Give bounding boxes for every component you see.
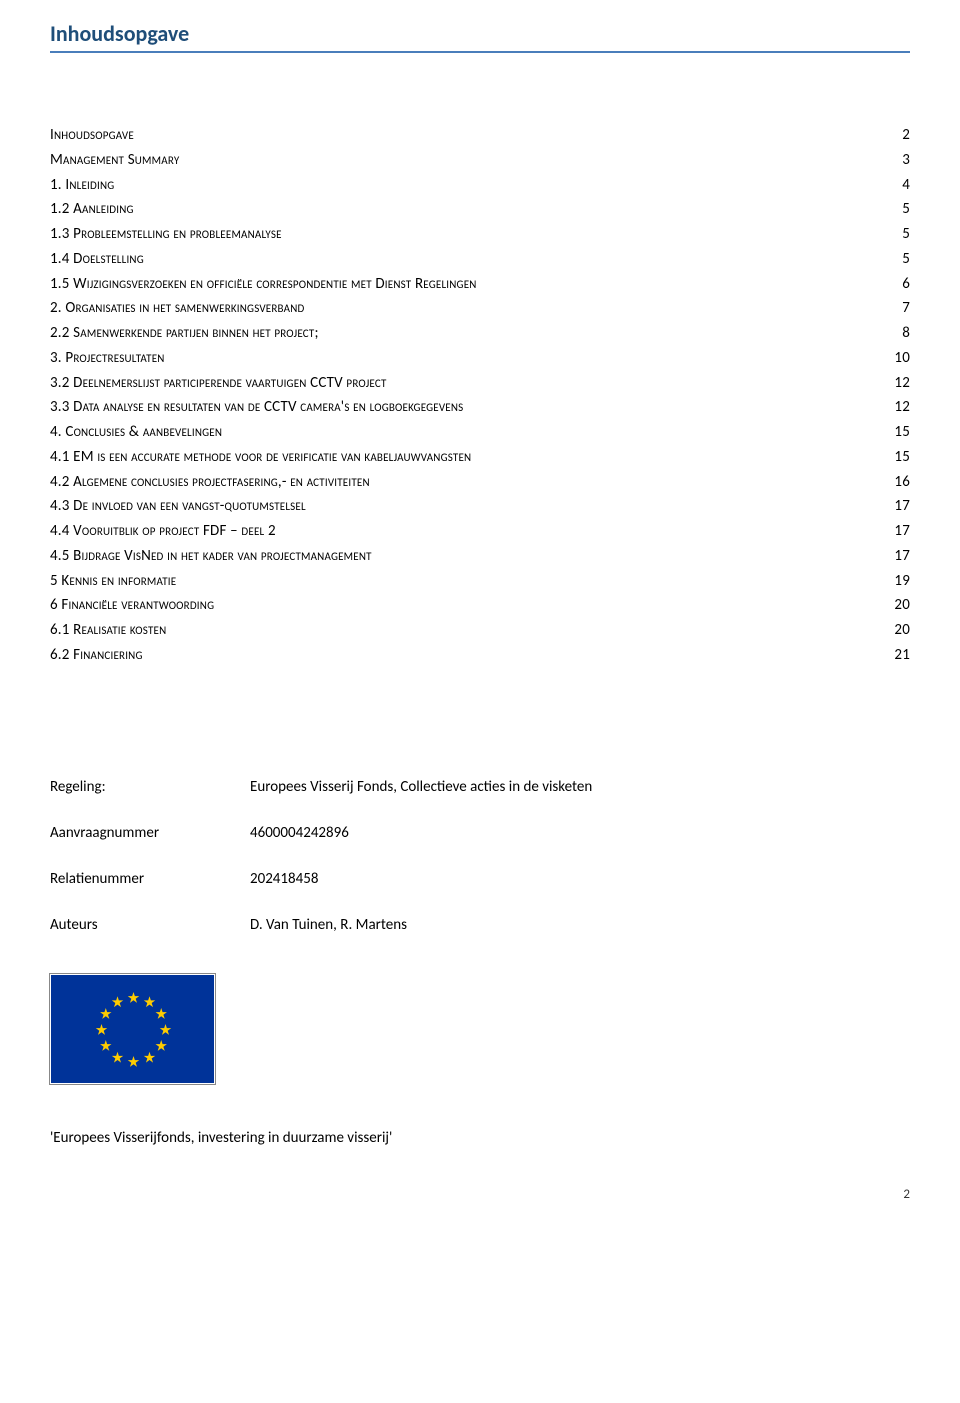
toc-label: 4.1 EM is een accurate methode voor de v… xyxy=(50,445,880,470)
toc-row: 5 Kennis en informatie19 xyxy=(50,569,910,594)
toc-page-number: 15 xyxy=(880,445,910,470)
toc-label: 1.3 Probleemstelling en probleemanalyse xyxy=(50,222,880,247)
toc-page-number: 12 xyxy=(880,371,910,396)
toc-page-number: 4 xyxy=(880,173,910,198)
toc-label: 1.4 Doelstelling xyxy=(50,247,880,272)
toc-page-number: 5 xyxy=(880,197,910,222)
meta-row-auteurs: Auteurs D. Van Tuinen, R. Martens xyxy=(50,916,910,934)
table-of-contents: Inhoudsopgave2Management Summary31. Inle… xyxy=(50,123,910,668)
toc-row: 4. Conclusies & aanbevelingen15 xyxy=(50,420,910,445)
toc-label: 3.3 Data analyse en resultaten van de CC… xyxy=(50,395,880,420)
toc-label: 3. Projectresultaten xyxy=(50,346,880,371)
toc-label: 1. Inleiding xyxy=(50,173,880,198)
toc-row: Management Summary3 xyxy=(50,148,910,173)
toc-row: 3. Projectresultaten10 xyxy=(50,346,910,371)
toc-label: 4. Conclusies & aanbevelingen xyxy=(50,420,880,445)
toc-row: 6.2 Financiering21 xyxy=(50,643,910,668)
eu-flag-icon xyxy=(50,974,215,1084)
meta-key: Aanvraagnummer xyxy=(50,824,250,842)
toc-label: 2. Organisaties in het samenwerkingsverb… xyxy=(50,296,880,321)
toc-page-number: 12 xyxy=(880,395,910,420)
meta-key: Auteurs xyxy=(50,916,250,934)
toc-row: 2. Organisaties in het samenwerkingsverb… xyxy=(50,296,910,321)
toc-page-number: 21 xyxy=(880,643,910,668)
toc-label: 3.2 Deelnemerslijst participerende vaart… xyxy=(50,371,880,396)
toc-page-number: 17 xyxy=(880,494,910,519)
toc-label: 4.4 Vooruitblik op project FDF – deel 2 xyxy=(50,519,880,544)
toc-label: 4.5 Bijdrage VisNed in het kader van pro… xyxy=(50,544,880,569)
toc-page-number: 19 xyxy=(880,569,910,594)
toc-row: 4.4 Vooruitblik op project FDF – deel 21… xyxy=(50,519,910,544)
toc-label: Management Summary xyxy=(50,148,880,173)
toc-page-number: 17 xyxy=(880,544,910,569)
toc-page-number: 3 xyxy=(880,148,910,173)
toc-row: 1.5 Wijzigingsverzoeken en officiële cor… xyxy=(50,272,910,297)
meta-row-regeling: Regeling: Europees Visserij Fonds, Colle… xyxy=(50,778,910,796)
toc-label: 4.2 Algemene conclusies projectfasering,… xyxy=(50,470,880,495)
page-number: 2 xyxy=(50,1187,910,1202)
page-title: Inhoudsopgave xyxy=(50,20,910,53)
toc-label: 2.2 Samenwerkende partijen binnen het pr… xyxy=(50,321,880,346)
toc-row: 4.2 Algemene conclusies projectfasering,… xyxy=(50,470,910,495)
toc-row: 4.1 EM is een accurate methode voor de v… xyxy=(50,445,910,470)
toc-page-number: 15 xyxy=(880,420,910,445)
toc-row: 1.4 Doelstelling5 xyxy=(50,247,910,272)
toc-row: 3.3 Data analyse en resultaten van de CC… xyxy=(50,395,910,420)
toc-page-number: 8 xyxy=(880,321,910,346)
toc-page-number: 5 xyxy=(880,247,910,272)
toc-row: 4.3 De invloed van een vangst-quotumstel… xyxy=(50,494,910,519)
toc-label: 1.5 Wijzigingsverzoeken en officiële cor… xyxy=(50,272,880,297)
toc-row: 6.1 Realisatie kosten20 xyxy=(50,618,910,643)
toc-row: 6 Financiële verantwoording20 xyxy=(50,593,910,618)
meta-row-aanvraag: Aanvraagnummer 4600004242896 xyxy=(50,824,910,842)
toc-page-number: 2 xyxy=(880,123,910,148)
metadata-section: Regeling: Europees Visserij Fonds, Colle… xyxy=(50,778,910,934)
toc-label: 6.1 Realisatie kosten xyxy=(50,618,880,643)
toc-page-number: 20 xyxy=(880,618,910,643)
toc-page-number: 17 xyxy=(880,519,910,544)
toc-label: 5 Kennis en informatie xyxy=(50,569,880,594)
meta-row-relatie: Relatienummer 202418458 xyxy=(50,870,910,888)
toc-label: Inhoudsopgave xyxy=(50,123,880,148)
toc-row: Inhoudsopgave2 xyxy=(50,123,910,148)
toc-label: 1.2 Aanleiding xyxy=(50,197,880,222)
meta-value: 202418458 xyxy=(250,870,910,888)
toc-row: 4.5 Bijdrage VisNed in het kader van pro… xyxy=(50,544,910,569)
toc-row: 1.2 Aanleiding5 xyxy=(50,197,910,222)
toc-label: 4.3 De invloed van een vangst-quotumstel… xyxy=(50,494,880,519)
toc-page-number: 5 xyxy=(880,222,910,247)
eu-flag-container xyxy=(50,974,910,1089)
toc-page-number: 20 xyxy=(880,593,910,618)
meta-key: Regeling: xyxy=(50,778,250,796)
toc-page-number: 6 xyxy=(880,272,910,297)
meta-value: Europees Visserij Fonds, Collectieve act… xyxy=(250,778,910,796)
toc-label: 6 Financiële verantwoording xyxy=(50,593,880,618)
footer-quote: 'Europees Visserijfonds, investering in … xyxy=(50,1129,910,1147)
toc-page-number: 16 xyxy=(880,470,910,495)
toc-page-number: 7 xyxy=(880,296,910,321)
meta-value: D. Van Tuinen, R. Martens xyxy=(250,916,910,934)
toc-row: 2.2 Samenwerkende partijen binnen het pr… xyxy=(50,321,910,346)
toc-label: 6.2 Financiering xyxy=(50,643,880,668)
meta-key: Relatienummer xyxy=(50,870,250,888)
toc-page-number: 10 xyxy=(880,346,910,371)
toc-row: 1. Inleiding4 xyxy=(50,173,910,198)
meta-value: 4600004242896 xyxy=(250,824,910,842)
toc-row: 3.2 Deelnemerslijst participerende vaart… xyxy=(50,371,910,396)
toc-row: 1.3 Probleemstelling en probleemanalyse5 xyxy=(50,222,910,247)
